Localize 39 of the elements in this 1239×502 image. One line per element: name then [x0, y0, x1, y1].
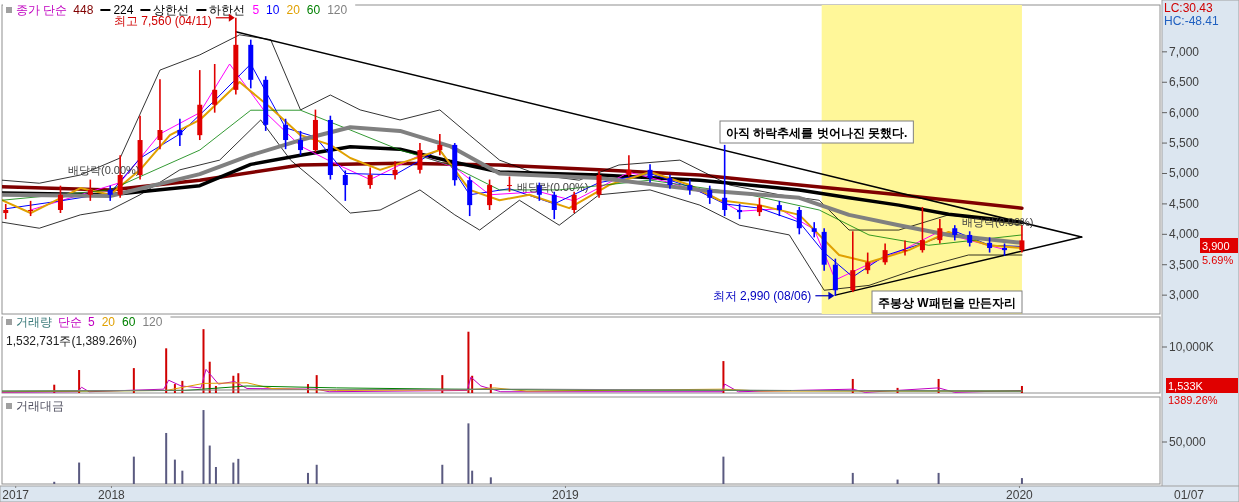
annotation: 주봉상 W패턴을 만든자리 [878, 296, 1016, 310]
annotation: 아직 하락추세를 벗어나진 못했다. [726, 126, 908, 140]
text: 5 [252, 3, 260, 17]
text: 10 [266, 3, 280, 17]
text: 5.69% [1202, 254, 1234, 266]
text: 50,000 [1169, 435, 1207, 449]
y-tick-label: 6,500 [1169, 75, 1200, 90]
legend-label: 하한선 [209, 3, 246, 17]
y-tick-label: 6,000 [1169, 105, 1200, 120]
x-tick-label: 2019 [552, 488, 580, 502]
y-tick-label: 3,000 [1169, 288, 1200, 303]
chart-title: 거래대금 [16, 399, 64, 413]
legend-title: 단순 [58, 315, 82, 329]
y-tick-label: 4,000 [1169, 227, 1200, 242]
y-tick-label: 5,500 [1169, 136, 1200, 151]
text: 3,900 [1202, 240, 1230, 252]
text: HC:-48.41 [1164, 14, 1220, 28]
annotation: 최저 2,990 (08/06) [712, 288, 812, 303]
y-tick-label: 5,000 [1169, 166, 1200, 181]
text: 60 [306, 3, 321, 17]
x-tick-label: 2020 [1006, 488, 1034, 502]
legend: 거래량 단순 5 20 60 120 [3, 315, 171, 329]
y-tick-label: 3,500 [1169, 257, 1200, 272]
text: 1389.26% [1168, 394, 1218, 406]
y-tick-label: 7,000 [1169, 44, 1200, 59]
text: 01/07 [1174, 488, 1205, 502]
legend-label: 224 [113, 3, 134, 17]
y-tick-label: 4,500 [1169, 196, 1200, 211]
annotation: 1,532,731주(1,389.26%) [6, 334, 137, 348]
x-tick-label: 2018 [98, 488, 126, 502]
chart-title: 거래량 [16, 315, 52, 329]
legend-title: 종가 단순 [16, 3, 68, 17]
text: 448 [73, 3, 94, 17]
text: 120 [327, 3, 348, 17]
text: 10,000K [1169, 340, 1214, 354]
text: LC:30.43 [1164, 1, 1214, 15]
text: 20 [286, 3, 300, 17]
x-tick-label: 2017 [2, 488, 30, 502]
text: 1,533K [1168, 380, 1204, 392]
